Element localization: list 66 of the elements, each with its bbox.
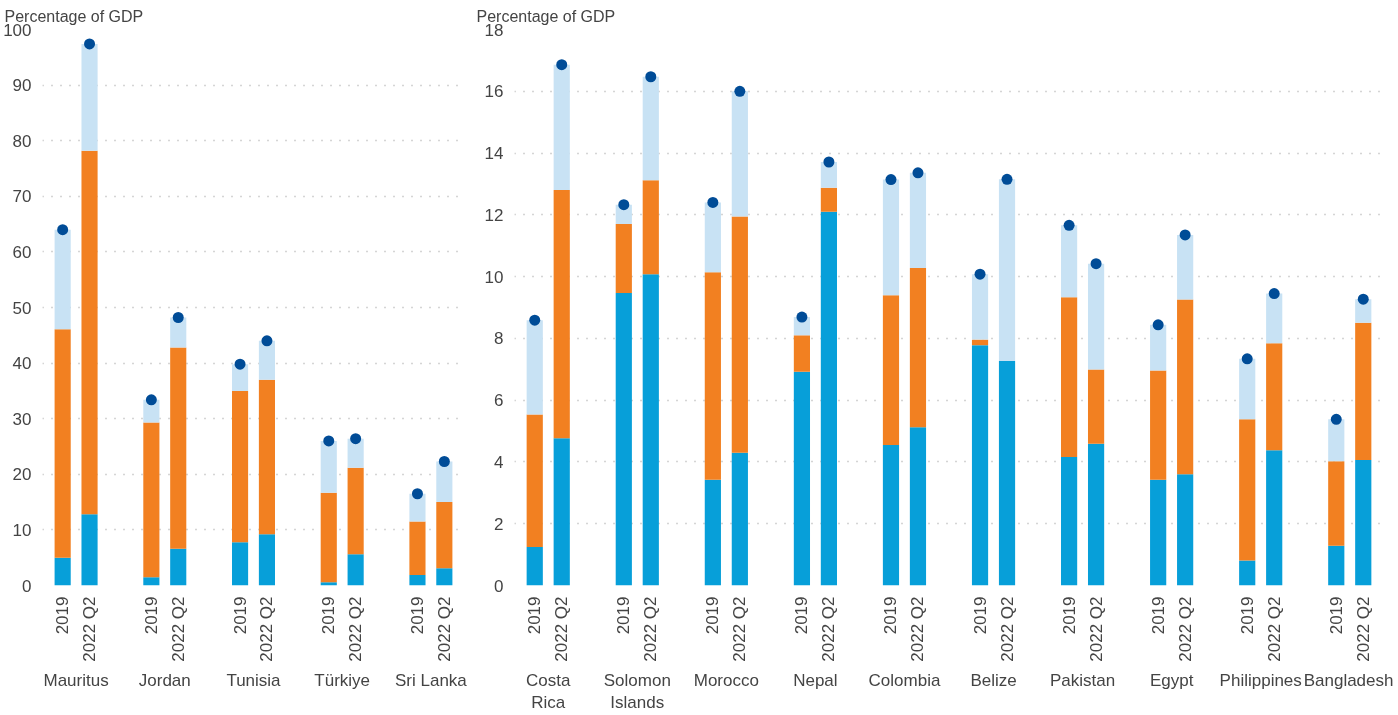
x-tick-label: 2019 (407, 596, 427, 635)
x-tick-label: 2019 (703, 596, 723, 635)
x-tick-label: 2022 Q2 (552, 596, 572, 662)
x-tick-label: 2022 Q2 (1086, 596, 1106, 662)
y-axis-title: Percentage of GDP (4, 7, 144, 25)
x-tick-label: 2019 (1326, 596, 1346, 635)
x-tick-label: 2022 Q2 (908, 596, 928, 662)
x-tick-label: 2019 (1059, 596, 1079, 635)
text: Solomon Islands (603, 670, 671, 713)
text: Jordan (138, 670, 191, 690)
y-tick-label: 20 (12, 465, 32, 485)
x-tick-label: 2022 Q2 (641, 596, 661, 662)
text: Nepal (793, 670, 838, 690)
text: Sri Lanka (394, 670, 468, 690)
x-tick-label: 2022 Q2 (168, 596, 188, 662)
text: Morocco (693, 670, 759, 690)
y-tick-label: 30 (12, 409, 32, 429)
text: Tunisia (226, 670, 282, 690)
text: Pakistan (1049, 670, 1116, 690)
x-tick-label: 2019 (881, 596, 901, 635)
x-tick-label: 2019 (141, 596, 161, 635)
x-tick-label: 2022 Q2 (730, 596, 750, 662)
y-tick-label: 2 (494, 514, 504, 534)
x-tick-label: 2019 (970, 596, 990, 635)
text: Belize (970, 670, 1017, 690)
x-tick-label: 2019 (319, 596, 339, 635)
y-tick-label: 8 (494, 329, 504, 349)
x-tick-label: 2022 Q2 (1264, 596, 1284, 662)
x-tick-label: 2019 (230, 596, 250, 635)
text: Egypt (1149, 670, 1194, 690)
y-tick-label: 80 (12, 131, 32, 151)
y-tick-label: 90 (12, 76, 32, 96)
y-axis-title: Percentage of GDP (476, 7, 616, 25)
text: Mauritus (43, 670, 109, 690)
x-tick-label: 2022 Q2 (346, 596, 366, 662)
y-tick-label: 12 (484, 205, 504, 225)
y-tick-label: 60 (12, 242, 32, 262)
text: Philippines (1219, 670, 1302, 690)
x-tick-label: 2022 Q2 (819, 596, 839, 662)
y-tick-label: 70 (12, 187, 32, 207)
x-tick-label: 2019 (792, 596, 812, 635)
x-tick-label: 2022 Q2 (1353, 596, 1373, 662)
x-tick-label: 2019 (525, 596, 545, 635)
text: Costa Rica (526, 670, 571, 713)
y-tick-label: 4 (494, 452, 504, 472)
y-tick-label: 6 (494, 391, 504, 411)
x-tick-label: 2022 Q2 (257, 596, 277, 662)
x-tick-label: 2022 Q2 (1175, 596, 1195, 662)
x-tick-label: 2022 Q2 (434, 596, 454, 662)
x-tick-label: 2022 Q2 (997, 596, 1017, 662)
y-tick-label: 0 (494, 576, 504, 596)
x-tick-label: 2019 (1237, 596, 1257, 635)
y-tick-label: 10 (12, 520, 32, 540)
y-tick-label: 0 (22, 576, 32, 596)
y-tick-label: 14 (484, 144, 504, 164)
text: Türkiye (314, 670, 371, 690)
x-tick-label: 2019 (53, 596, 73, 635)
x-tick-label: 2019 (1148, 596, 1168, 635)
y-tick-label: 40 (12, 354, 32, 374)
x-tick-label: 2022 Q2 (80, 596, 100, 662)
y-tick-label: 50 (12, 298, 32, 318)
text: Colombia (868, 670, 941, 690)
text: Bangladesh (1303, 670, 1394, 690)
y-tick-label: 10 (484, 267, 504, 287)
y-tick-label: 16 (484, 82, 504, 102)
x-tick-label: 2019 (614, 596, 634, 635)
